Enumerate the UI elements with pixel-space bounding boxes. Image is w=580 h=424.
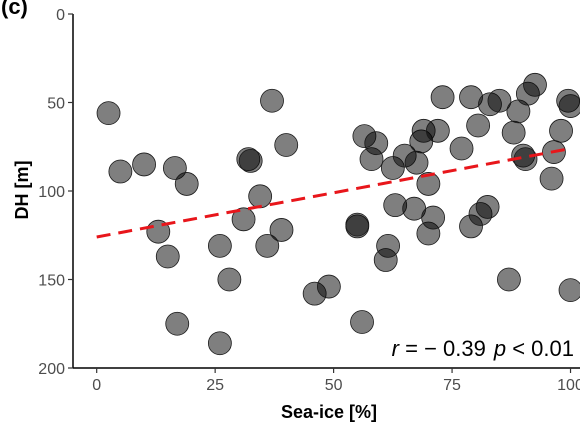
data-point xyxy=(523,72,547,97)
r-value: = − 0.39 xyxy=(399,336,486,361)
data-point xyxy=(487,88,512,113)
y-tick-label: 200 xyxy=(38,361,65,378)
data-point xyxy=(207,331,232,356)
data-point xyxy=(404,150,429,175)
y-axis-title: DH [m] xyxy=(12,161,32,220)
panel-label: (c) xyxy=(1,0,28,19)
data-point xyxy=(421,205,446,230)
data-points xyxy=(96,72,580,356)
data-point xyxy=(155,244,180,269)
data-point xyxy=(558,94,580,118)
x-axis-title: Sea-ice [%] xyxy=(281,402,377,422)
data-point xyxy=(539,166,564,191)
axes xyxy=(72,14,580,369)
x-tick-label: 75 xyxy=(443,377,461,394)
x-tick-label: 100 xyxy=(557,377,580,394)
x-tick-label: 50 xyxy=(325,377,343,394)
data-point xyxy=(376,233,400,258)
data-point xyxy=(132,152,156,177)
data-point xyxy=(174,172,199,196)
x-axis-ticks: 0 25 50 75 100 xyxy=(92,368,580,394)
x-tick-label: 25 xyxy=(206,377,224,394)
r-symbol: r xyxy=(392,336,401,361)
data-point xyxy=(549,118,573,143)
data-point xyxy=(558,278,580,303)
data-point xyxy=(466,113,491,138)
data-point xyxy=(475,195,500,219)
data-point xyxy=(416,172,441,196)
p-symbol: p xyxy=(493,336,506,361)
p-value: < 0.01 xyxy=(506,336,574,361)
data-point xyxy=(207,233,232,258)
y-axis-ticks: 0 50 100 150 200 xyxy=(38,7,73,378)
data-point xyxy=(238,149,263,173)
data-point xyxy=(217,267,242,292)
correlation-annotation: r = − 0.39 p < 0.01 xyxy=(392,336,574,361)
data-point xyxy=(449,136,474,161)
trend-line xyxy=(96,147,571,239)
data-point xyxy=(501,120,526,145)
x-tick-label: 0 xyxy=(92,377,101,394)
y-tick-label: 0 xyxy=(56,7,65,24)
data-point xyxy=(96,101,121,126)
data-point xyxy=(274,133,299,157)
data-point xyxy=(425,118,450,143)
data-point xyxy=(108,159,133,184)
data-point xyxy=(364,131,389,156)
data-point xyxy=(430,85,455,110)
data-point xyxy=(497,267,521,292)
y-tick-label: 150 xyxy=(38,273,65,290)
y-tick-label: 50 xyxy=(47,96,65,113)
data-point xyxy=(248,184,273,209)
data-point xyxy=(255,233,280,258)
data-point xyxy=(350,310,374,334)
data-point xyxy=(269,218,294,242)
data-point xyxy=(345,212,370,237)
data-point xyxy=(260,88,284,113)
y-tick-label: 100 xyxy=(38,184,65,201)
data-point xyxy=(231,207,256,232)
data-point xyxy=(165,311,190,336)
data-point xyxy=(316,274,341,299)
